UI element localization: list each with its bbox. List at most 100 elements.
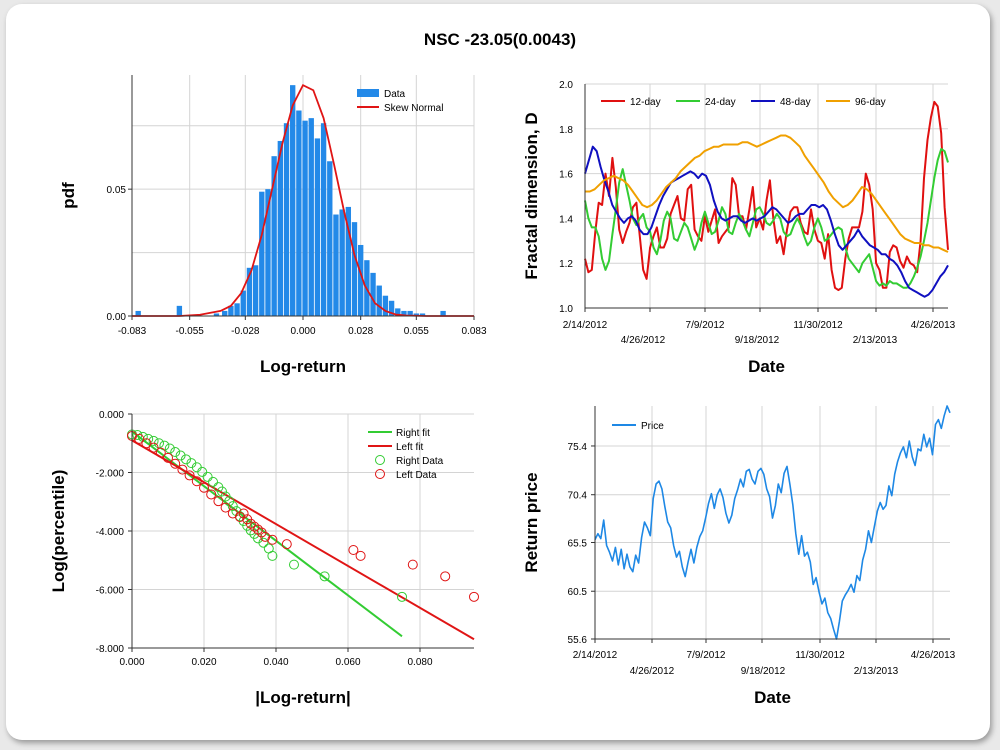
price-x-tick-label: 11/30/2012: [795, 650, 845, 661]
tail-y-tick-label: -4.000: [96, 527, 125, 538]
hist-bar: [401, 310, 407, 316]
hist-bar: [234, 303, 240, 316]
hist-bar: [265, 189, 271, 316]
hist-legend-data: Data: [384, 89, 406, 100]
fractal-legend-label: 96-day: [855, 97, 886, 108]
fractal-y-tick-label: 1.2: [559, 259, 573, 270]
hist-bar: [413, 313, 419, 316]
tail-left-data-point: [260, 531, 271, 542]
hist-bar: [135, 310, 141, 316]
tail-right-data-point: [224, 496, 235, 507]
fractal-legend-label: 24-day: [705, 97, 736, 108]
hist-y-tick-label: 0.00: [107, 312, 127, 323]
tail-left-data-point: [199, 482, 209, 493]
hist-bar: [382, 295, 389, 316]
hist-fit-line: [132, 83, 474, 317]
fractal-series-line: [584, 148, 949, 289]
tail-left-data-point: [253, 524, 263, 535]
price-x-tick-label: 7/9/2012: [687, 650, 726, 661]
tail-right-data-point: [245, 525, 256, 536]
tail-left-data-point: [238, 508, 249, 519]
hist-x-tick-label: 0.028: [348, 326, 373, 337]
fractal-x-tick-label: 9/18/2012: [735, 335, 780, 346]
tail-right-data-point: [164, 443, 175, 454]
price-x-label: Date: [754, 688, 791, 707]
hist-bar: [320, 123, 327, 316]
tail-left-data-point: [267, 534, 278, 545]
hist-bar: [302, 120, 308, 317]
fractal-x-tick-label: 4/26/2013: [911, 320, 956, 331]
hist-x-tick-label: 0.000: [290, 326, 315, 337]
tail-legend-swatch-right-data: [375, 455, 385, 465]
tail-right-data-point: [258, 537, 269, 548]
fractal-x-tick-label: 4/26/2012: [621, 335, 666, 346]
tail-legend-left-data: Left Data: [396, 470, 437, 481]
hist-bar: [345, 206, 352, 316]
hist-bar: [395, 308, 401, 316]
hist-x-label: Log-return: [260, 357, 346, 376]
tail-right-data-point: [159, 440, 170, 451]
hist-bar: [327, 161, 333, 316]
tail-left-data-point: [407, 559, 418, 570]
hist-y-label: pdf: [59, 182, 78, 209]
tail-left-data-point: [355, 550, 366, 561]
price-y-tick-label: 60.5: [568, 587, 588, 598]
tail-right-data-point: [267, 550, 278, 561]
tail-left-data-point: [155, 447, 166, 458]
hist-x-tick-label: 0.083: [461, 326, 486, 337]
fractal-x-tick-label: 2/13/2013: [853, 335, 898, 346]
hist-bar: [308, 118, 314, 316]
fractal-x-tick-label: 2/14/2012: [563, 320, 608, 331]
hist-bar: [252, 265, 259, 316]
tail-right-data-point: [175, 450, 186, 461]
tail-left-data-point: [220, 502, 231, 513]
tail-legend-right-fit: Right fit: [396, 428, 430, 439]
hist-legend-fit: Skew Normal: [384, 103, 443, 114]
tail-right-data-point: [148, 435, 159, 446]
tail-right-data-point: [202, 471, 213, 482]
fractal-series-line: [584, 145, 949, 298]
tail-right-data-point: [397, 591, 407, 602]
tail-left-data-point: [141, 438, 152, 449]
price-y-tick-label: 70.4: [568, 491, 588, 502]
hist-bar: [314, 138, 321, 316]
fractal-y-tick-label: 1.0: [559, 304, 573, 315]
hist-bar: [419, 313, 426, 316]
tail-left-data-point: [191, 476, 202, 487]
hist-bar: [176, 305, 183, 316]
hist-x-tick-label: -0.028: [231, 326, 260, 337]
tail-x-tick-label: 0.060: [335, 657, 360, 668]
hist-bar: [283, 123, 290, 316]
fractal-y-label: Fractal dimension, D: [522, 112, 541, 279]
tail-y-tick-label: -2.000: [96, 469, 125, 480]
figure-card: [6, 4, 990, 740]
price-legend-label: Price: [641, 421, 664, 432]
tail-x-tick-label: 0.020: [191, 657, 216, 668]
tail-left-data-point: [249, 521, 260, 532]
tail-left-data-point: [134, 433, 145, 444]
hist-legend-swatch-data: [357, 89, 379, 97]
hist-bar: [333, 214, 339, 316]
hist-x-tick-label: -0.083: [118, 326, 147, 337]
fractal-x-label: Date: [748, 357, 785, 376]
tail-legend-swatch-left-data: [375, 469, 385, 479]
tail-left-data-point: [163, 452, 173, 463]
hist-bar: [222, 310, 228, 316]
tail-x-tick-label: 0.000: [119, 657, 144, 668]
tail-left-data-point: [177, 464, 188, 475]
price-series-line: [594, 405, 951, 640]
hist-x-tick-label: 0.055: [404, 326, 429, 337]
price-y-label: Return price: [522, 472, 541, 572]
tail-right-data-point: [289, 559, 299, 570]
hist-bar: [358, 244, 364, 316]
tail-right-fit-line: [131, 430, 403, 638]
tail-left-data-point: [281, 539, 292, 550]
tail-y-label: Log(percentile): [49, 470, 68, 593]
fractal-y-tick-label: 1.8: [559, 125, 573, 136]
tail-left-data-point: [206, 489, 217, 500]
price-x-tick-label: 4/26/2012: [630, 666, 675, 677]
hist-bar: [271, 156, 277, 316]
hist-bar: [407, 310, 413, 316]
tail-left-fit-line: [131, 439, 475, 641]
